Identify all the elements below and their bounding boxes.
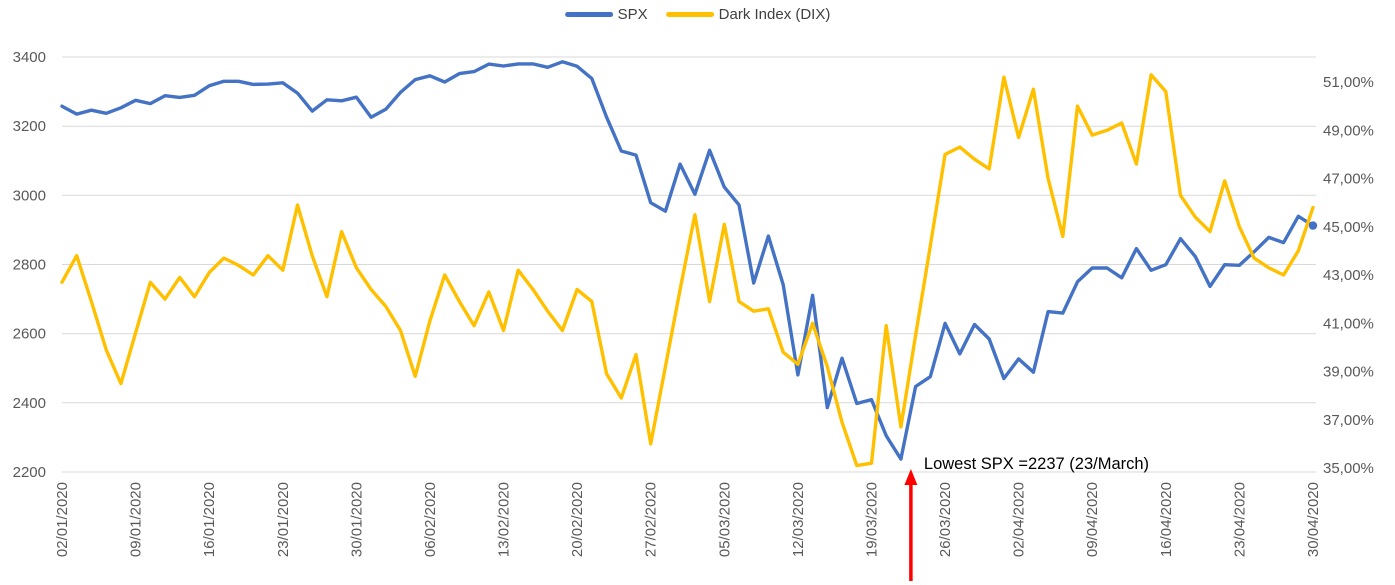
x-axis-tick-label: 30/01/2020 [348,482,365,557]
x-axis-tick-label: 02/04/2020 [1011,482,1028,557]
legend-item-dix: Dark Index (DIX) [665,6,831,23]
left-axis-tick-label: 3000 [13,187,46,204]
x-axis-tick-label: 16/01/2020 [201,482,218,557]
x-axis-tick-label: 30/04/2020 [1305,482,1322,557]
right-axis-tick-label: 43,00% [1323,267,1374,284]
x-axis-tick-label: 09/01/2020 [128,482,145,557]
x-axis-tick-label: 12/03/2020 [790,482,807,557]
x-axis-tick-label: 27/02/2020 [643,482,660,557]
x-axis-tick-label: 20/02/2020 [569,482,586,557]
right-axis-tick-label: 37,00% [1323,412,1374,429]
lowest-spx-arrow-head [904,469,918,485]
x-axis-tick-label: 26/03/2020 [937,482,954,557]
right-axis-tick-label: 47,00% [1323,171,1374,188]
spx-legend-label: SPX [617,6,648,23]
right-axis-tick-label: 35,00% [1323,460,1374,477]
x-axis-tick-label: 09/04/2020 [1084,482,1101,557]
right-axis-tick-label: 39,00% [1323,364,1374,381]
x-axis-tick-label: 23/04/2020 [1231,482,1248,557]
x-axis-tick-label: 02/01/2020 [54,482,71,557]
dix-legend-swatch [665,12,714,17]
left-axis-tick-label: 3200 [13,118,46,135]
dix-line [60,73,1315,468]
x-axis-tick-label: 06/02/2020 [422,482,439,557]
right-axis-tick-label: 51,00% [1323,74,1374,91]
spx-end-marker [1308,221,1318,230]
left-axis-tick-label: 2600 [13,326,46,343]
x-axis-tick-label: 19/03/2020 [864,482,881,557]
lowest-spx-annotation-text: Lowest SPX =2237 (23/March) [924,455,1149,473]
x-axis-tick-label: 23/01/2020 [275,482,292,557]
x-axis-tick-label: 05/03/2020 [716,482,733,557]
left-axis-tick-label: 2800 [13,257,46,274]
right-axis-tick-label: 45,00% [1323,219,1374,236]
right-axis-tick-label: 41,00% [1323,315,1374,332]
chart-legend: SPX Dark Index (DIX) [564,6,831,23]
right-axis-tick-label: 49,00% [1323,122,1374,139]
spx-line [60,60,1315,461]
x-axis-tick-label: 16/04/2020 [1158,482,1175,557]
left-axis-tick-label: 2200 [13,464,46,481]
dix-legend-label: Dark Index (DIX) [718,6,831,23]
legend-item-spx: SPX [564,6,648,23]
spx-legend-swatch [564,12,613,17]
left-axis-tick-label: 3400 [13,49,46,66]
x-axis-tick-label: 13/02/2020 [496,482,513,557]
left-axis-tick-label: 2400 [13,395,46,412]
